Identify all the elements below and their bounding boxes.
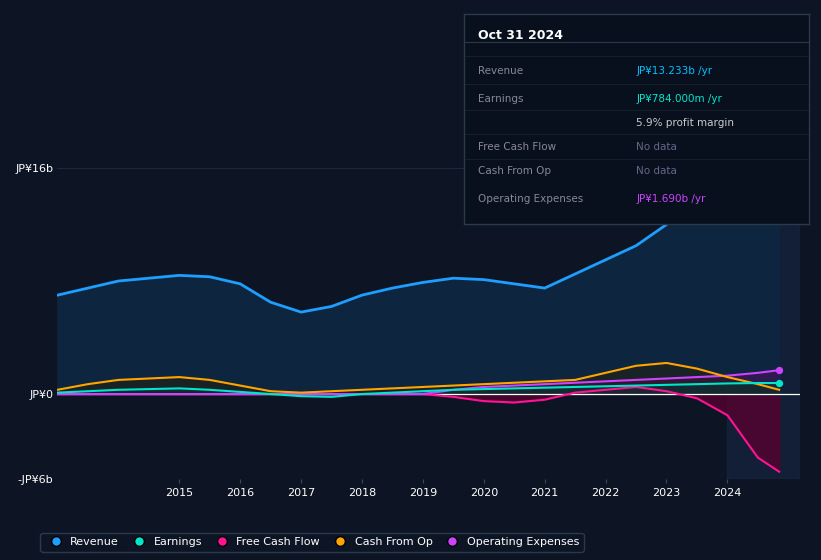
Text: JP¥1.690b /yr: JP¥1.690b /yr bbox=[636, 194, 706, 204]
Text: Operating Expenses: Operating Expenses bbox=[478, 194, 583, 204]
Point bbox=[773, 203, 786, 212]
Text: Oct 31 2024: Oct 31 2024 bbox=[478, 29, 562, 41]
Text: Earnings: Earnings bbox=[478, 94, 523, 104]
Legend: Revenue, Earnings, Free Cash Flow, Cash From Op, Operating Expenses: Revenue, Earnings, Free Cash Flow, Cash … bbox=[40, 533, 584, 552]
Text: Cash From Op: Cash From Op bbox=[478, 166, 551, 176]
Text: JP¥784.000m /yr: JP¥784.000m /yr bbox=[636, 94, 722, 104]
Point bbox=[773, 366, 786, 375]
Text: Free Cash Flow: Free Cash Flow bbox=[478, 142, 556, 152]
Text: 5.9% profit margin: 5.9% profit margin bbox=[636, 118, 734, 128]
Text: JP¥13.233b /yr: JP¥13.233b /yr bbox=[636, 66, 713, 76]
Text: Revenue: Revenue bbox=[478, 66, 523, 76]
Text: No data: No data bbox=[636, 142, 677, 152]
Bar bbox=[727, 168, 800, 479]
Text: No data: No data bbox=[636, 166, 677, 176]
Point bbox=[773, 379, 786, 388]
